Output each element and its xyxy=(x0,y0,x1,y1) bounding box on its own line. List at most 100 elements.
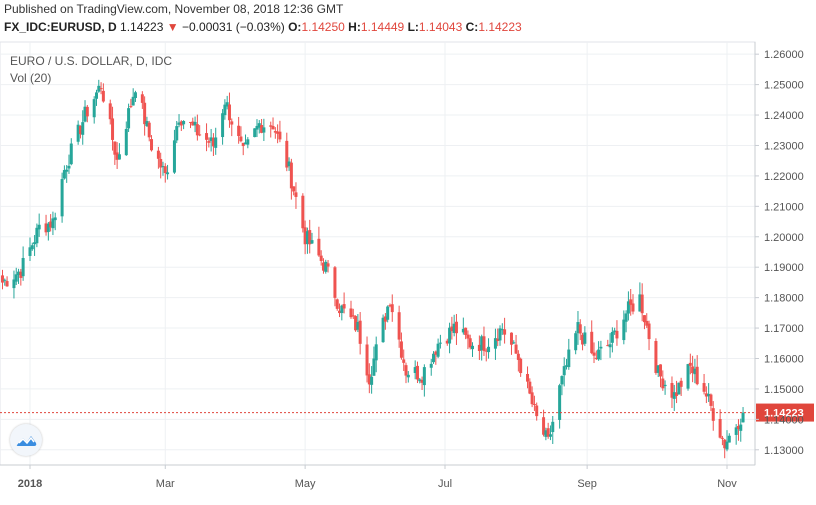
candle-body xyxy=(675,392,679,396)
time-axis[interactable]: 2018 Mar May Jul Sep Nov xyxy=(0,464,755,490)
tradingview-cloud-icon[interactable] xyxy=(10,424,42,456)
candle-body xyxy=(413,367,417,373)
candle-body xyxy=(626,301,630,314)
candle-body xyxy=(83,106,87,122)
time-tick-label: Mar xyxy=(156,478,175,490)
current-price-label: 1.14223 xyxy=(764,408,804,420)
candle-body xyxy=(482,336,486,351)
candle-body xyxy=(381,317,385,343)
candle-body xyxy=(289,162,293,189)
candle-body xyxy=(718,418,722,438)
candle-body xyxy=(51,218,55,229)
candle-body xyxy=(741,412,745,423)
candle-body xyxy=(691,366,695,374)
candle-body xyxy=(305,231,309,244)
candle-body xyxy=(562,366,566,376)
candle-body xyxy=(461,328,465,333)
price-tick-label: 1.19000 xyxy=(764,262,804,274)
candle-body xyxy=(471,345,475,350)
candle-body xyxy=(388,305,392,307)
close-value: 1.14223 xyxy=(478,20,522,34)
candle-body xyxy=(535,405,539,417)
candle-body xyxy=(285,140,289,168)
candle-body xyxy=(583,332,587,344)
candle-body xyxy=(647,323,651,340)
candle-body xyxy=(101,90,105,102)
candle-body xyxy=(404,365,408,376)
candle-body xyxy=(629,299,633,305)
candle-body xyxy=(156,150,160,159)
candle-body xyxy=(193,121,197,126)
candle-body xyxy=(278,131,282,140)
candle-body xyxy=(326,263,330,267)
candle-body xyxy=(450,326,454,332)
candle-body xyxy=(739,424,743,431)
candle-body xyxy=(367,374,371,385)
candle-body xyxy=(734,427,738,435)
candle-body xyxy=(14,274,18,282)
price-tick-label: 1.17000 xyxy=(764,323,804,335)
candle-body xyxy=(237,125,241,137)
candle-body xyxy=(5,281,9,287)
candle-body xyxy=(166,172,170,175)
candle-body xyxy=(695,366,699,385)
candle-body xyxy=(631,303,635,312)
candle-body xyxy=(44,223,48,233)
candle-body xyxy=(150,139,154,151)
candle-body xyxy=(374,344,378,361)
candle-body xyxy=(509,332,513,345)
candle-body xyxy=(131,96,135,106)
price-tick-label: 1.21000 xyxy=(764,201,804,213)
candle-body xyxy=(370,376,374,385)
candle-body xyxy=(129,106,133,108)
candle-body xyxy=(342,304,346,309)
candle-body xyxy=(590,331,594,354)
candle-body xyxy=(127,108,131,129)
candle-body xyxy=(351,315,355,317)
candle-body xyxy=(702,383,706,392)
candle-body xyxy=(67,165,71,169)
candle-body xyxy=(253,128,257,138)
price-axis[interactable]: 1.13000 1.14000 1.15000 1.16000 1.17000 1.180… xyxy=(754,42,804,465)
candle-body xyxy=(642,315,646,323)
candle-body xyxy=(49,221,53,228)
candle-body xyxy=(198,134,202,136)
candle-body xyxy=(530,392,534,405)
price-tick-label: 1.14000 xyxy=(764,414,804,426)
price-tick-label: 1.13000 xyxy=(764,445,804,457)
candle-body xyxy=(76,124,80,142)
chart-frame[interactable]: 1.14223 1.13000 1.14000 1.15000 1.16000 1.17… xyxy=(0,40,816,500)
candle-body xyxy=(519,358,523,374)
candlestick-chart[interactable]: 1.14223 1.13000 1.14000 1.15000 1.16000 1.17… xyxy=(0,40,816,500)
price-tick-label: 1.25000 xyxy=(764,80,804,92)
low-value: 1.14043 xyxy=(418,20,463,34)
candle-body xyxy=(30,245,34,250)
candle-body xyxy=(466,334,470,339)
time-tick-label: Sep xyxy=(577,478,597,490)
candle-body xyxy=(133,92,137,99)
price-tick-label: 1.15000 xyxy=(764,384,804,396)
symbol-label[interactable]: FX_IDC:EURUSD, D xyxy=(4,20,117,34)
candle-body xyxy=(526,373,530,382)
volume-label: Vol (20) xyxy=(10,71,51,85)
candle-body xyxy=(516,353,520,360)
candle-body xyxy=(140,94,144,103)
candle-body xyxy=(560,376,564,385)
price-tick-label: 1.20000 xyxy=(764,232,804,244)
candle-body xyxy=(487,346,491,353)
candle-body xyxy=(464,327,468,335)
candle-body xyxy=(303,227,307,245)
candle-body xyxy=(645,320,649,326)
candle-body xyxy=(663,384,667,387)
candle-body xyxy=(709,394,713,406)
candle-body xyxy=(3,279,7,281)
candle-body xyxy=(496,338,500,341)
candle-body xyxy=(615,330,619,339)
candle-body xyxy=(415,365,419,380)
candle-body xyxy=(578,324,582,334)
candle-body xyxy=(214,137,218,148)
candle-body xyxy=(390,304,394,313)
candle-body xyxy=(308,230,312,245)
low-label: L: xyxy=(407,20,419,34)
candle-body xyxy=(581,334,585,345)
